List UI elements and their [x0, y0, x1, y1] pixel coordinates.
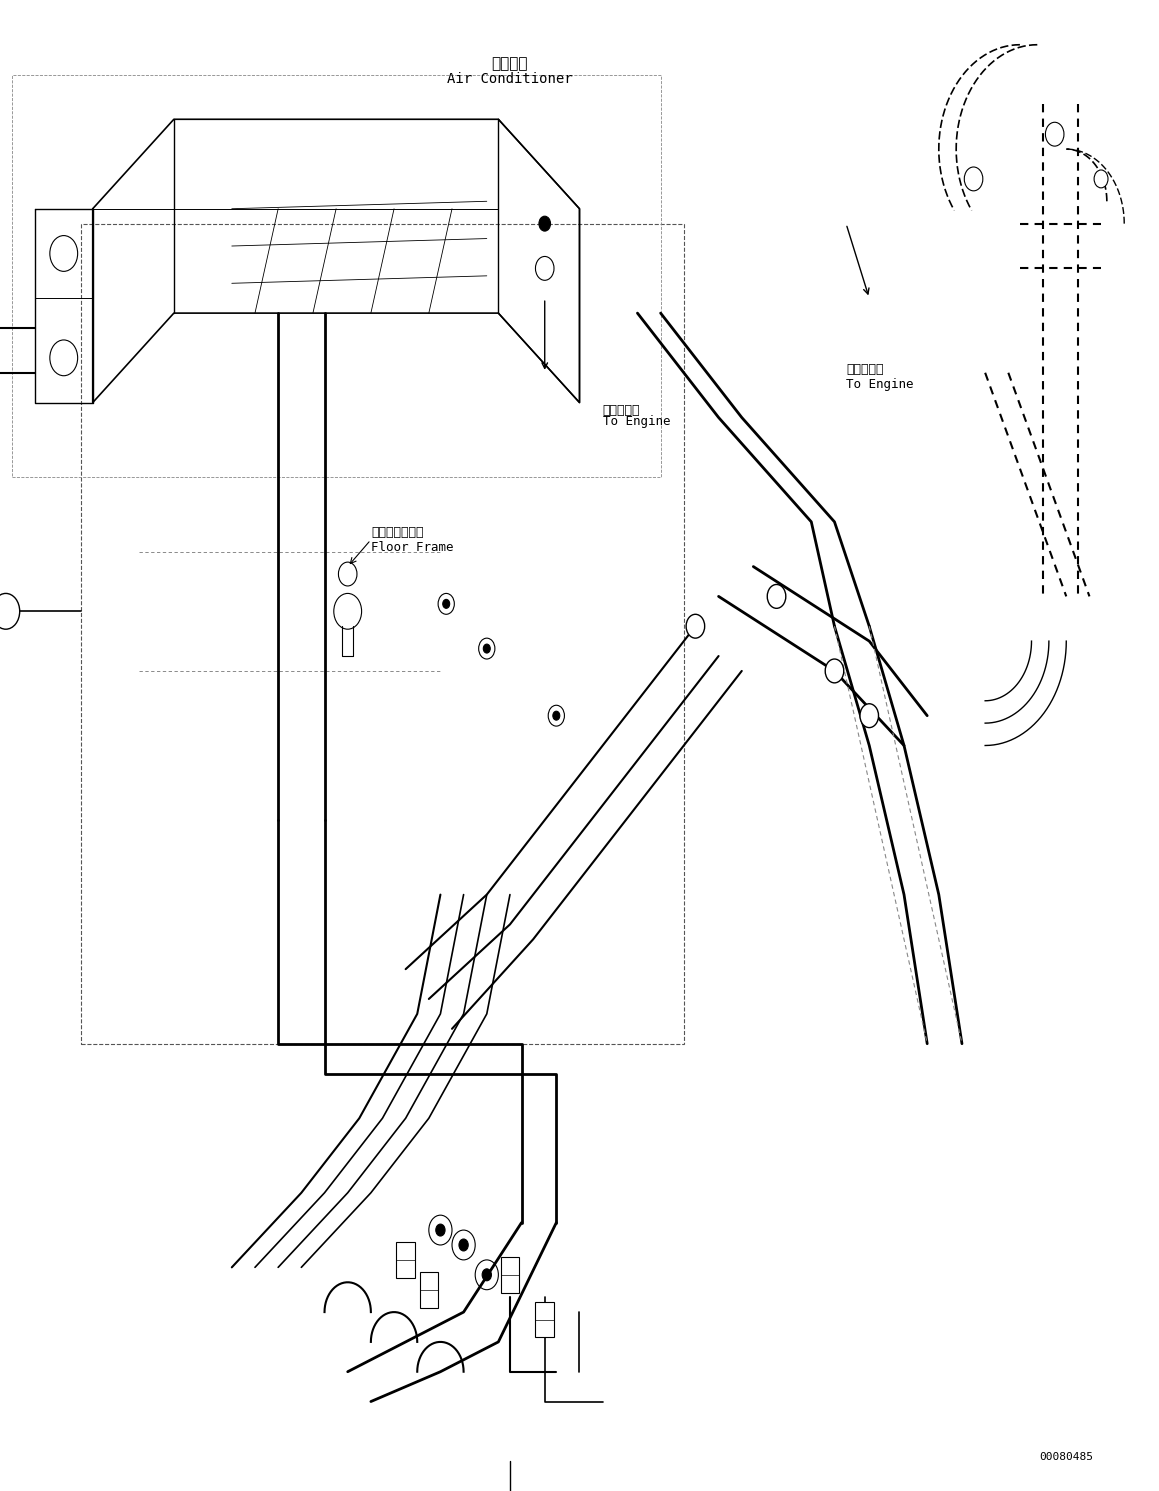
Circle shape — [459, 1239, 468, 1251]
Circle shape — [436, 1224, 445, 1236]
Circle shape — [1045, 122, 1064, 146]
Text: エンジンへ: エンジンへ — [603, 404, 640, 416]
Circle shape — [443, 599, 450, 608]
Text: エンジンへ: エンジンへ — [846, 364, 883, 376]
Bar — [396, 1242, 415, 1278]
Text: To Engine: To Engine — [846, 379, 913, 391]
Circle shape — [482, 1269, 491, 1281]
Bar — [81, 224, 684, 1044]
Circle shape — [767, 584, 786, 608]
Bar — [420, 1272, 438, 1308]
Text: Floor Frame: Floor Frame — [371, 541, 453, 553]
Text: フロアフレーム: フロアフレーム — [371, 526, 423, 538]
Circle shape — [553, 711, 560, 720]
Circle shape — [539, 216, 551, 231]
Circle shape — [0, 593, 20, 629]
Circle shape — [964, 167, 983, 191]
Circle shape — [860, 704, 879, 728]
Text: 00080485: 00080485 — [1040, 1452, 1093, 1461]
Circle shape — [483, 644, 490, 653]
Bar — [12, 75, 661, 477]
Circle shape — [1094, 170, 1108, 188]
Text: To Engine: To Engine — [603, 416, 670, 428]
Bar — [501, 1257, 519, 1293]
Circle shape — [825, 659, 844, 683]
Bar — [535, 1302, 554, 1337]
Text: エアコン: エアコン — [491, 57, 529, 72]
Text: Air Conditioner: Air Conditioner — [447, 72, 573, 86]
Circle shape — [686, 614, 705, 638]
